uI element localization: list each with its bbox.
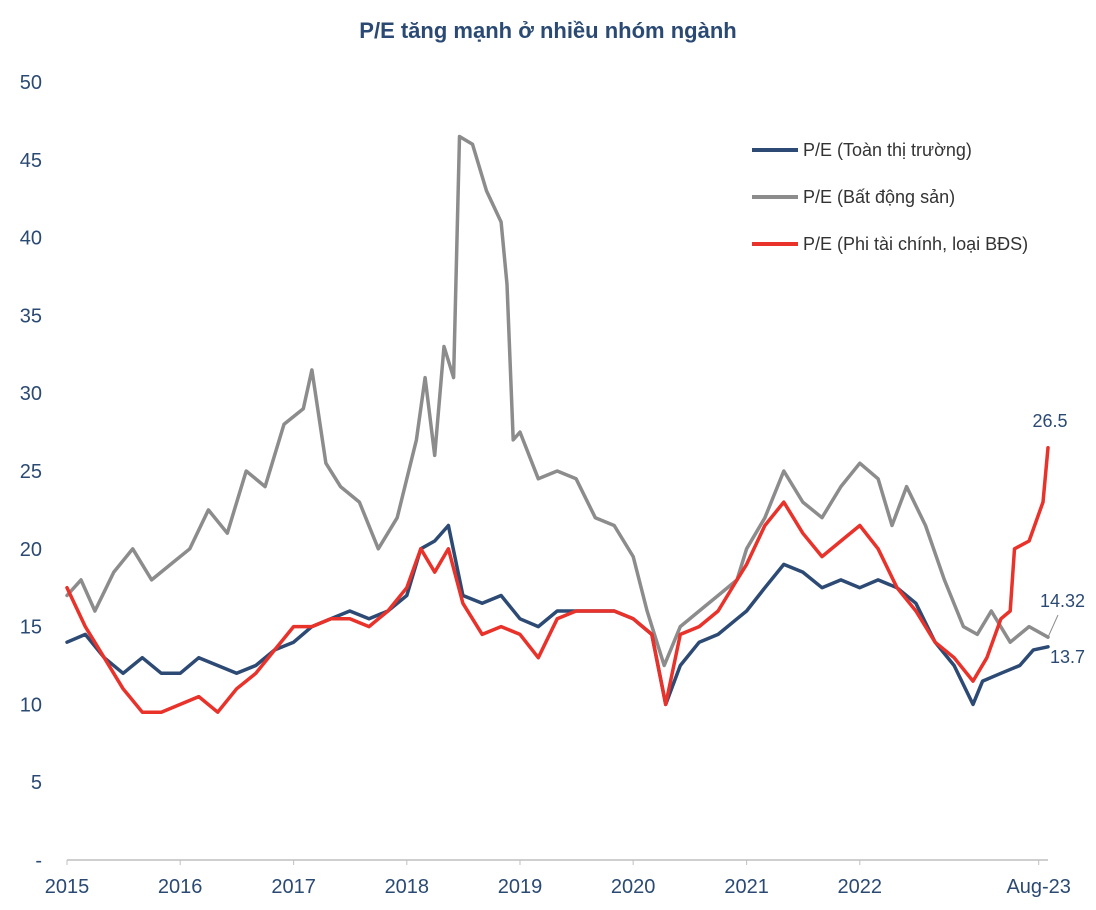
x-tick-label: 2020 xyxy=(611,876,656,898)
y-tick-labels: - 5 10 15 20 25 30 35 40 45 50 xyxy=(20,72,42,872)
end-value-label: 14.32 xyxy=(1040,591,1085,611)
end-value-label: 13.7 xyxy=(1050,647,1085,667)
end-labels: 13.7 14.32 26.5 xyxy=(1032,411,1085,667)
end-value-label: 26.5 xyxy=(1032,411,1067,431)
y-tick-label: 45 xyxy=(20,150,42,172)
y-tick-label: 30 xyxy=(20,383,42,405)
legend: P/E (Toàn thị trường) P/E (Bất động sản) P… xyxy=(752,140,1028,254)
x-tick-labels: 2015 2016 2017 2018 2019 2020 2021 2022 Aug-23 xyxy=(45,860,1071,898)
x-tick-label: Aug-23 xyxy=(1006,876,1071,898)
x-tick-label: 2018 xyxy=(385,876,430,898)
y-tick-label: - xyxy=(35,850,42,872)
y-tick-label: 20 xyxy=(20,539,42,561)
y-tick-label: 25 xyxy=(20,461,42,483)
legend-entry: P/E (Toàn thị trường) xyxy=(803,140,972,160)
series-line xyxy=(65,445,1050,714)
y-tick-label: 50 xyxy=(20,72,42,94)
legend-entry: P/E (Bất động sản) xyxy=(803,187,955,207)
y-tick-label: 35 xyxy=(20,305,42,327)
series-lines xyxy=(65,134,1050,714)
x-tick-label: 2017 xyxy=(271,876,316,898)
x-tick-label: 2022 xyxy=(838,876,883,898)
leader-line xyxy=(1047,614,1059,638)
x-tick-label: 2021 xyxy=(724,876,769,898)
y-tick-label: 5 xyxy=(31,772,42,794)
legend-entry: P/E (Phi tài chính, loại BĐS) xyxy=(803,234,1028,254)
x-tick-label: 2019 xyxy=(498,876,543,898)
y-tick-label: 40 xyxy=(20,228,42,250)
y-tick-label: 15 xyxy=(20,617,42,639)
y-tick-label: 10 xyxy=(20,694,42,716)
chart-title: P/E tăng mạnh ở nhiều nhóm ngành xyxy=(359,18,737,43)
series-line xyxy=(65,523,1050,707)
series-line xyxy=(65,134,1050,668)
x-tick-label: 2016 xyxy=(158,876,203,898)
x-tick-label: 2015 xyxy=(45,876,90,898)
